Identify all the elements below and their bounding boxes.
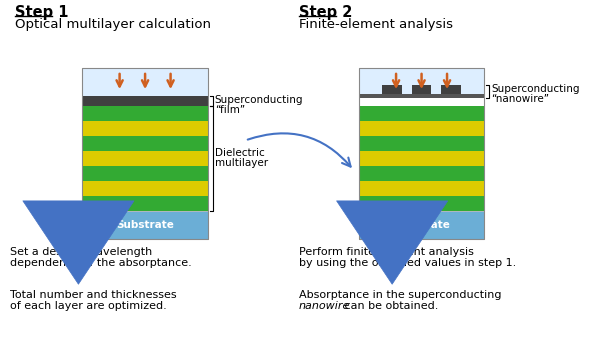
Bar — [359, 68, 484, 239]
Bar — [359, 166, 484, 181]
Text: Step 1: Step 1 — [15, 5, 68, 20]
Bar — [359, 106, 484, 121]
Text: Absorptance in the superconducting: Absorptance in the superconducting — [299, 290, 502, 300]
Bar — [82, 68, 208, 239]
Bar — [359, 121, 484, 136]
Text: nanowire: nanowire — [299, 301, 350, 311]
Text: Substrate: Substrate — [116, 220, 174, 230]
Text: by using the obtained values in step 1.: by using the obtained values in step 1. — [299, 258, 516, 268]
Bar — [359, 151, 484, 166]
Bar — [359, 181, 484, 196]
Bar — [359, 94, 484, 98]
Bar — [382, 85, 402, 98]
Bar — [359, 196, 484, 211]
Text: can be obtained.: can be obtained. — [341, 301, 439, 311]
Bar — [82, 96, 208, 106]
Bar — [412, 85, 431, 98]
Text: Substrate: Substrate — [392, 220, 451, 230]
Text: Superconducting: Superconducting — [491, 84, 580, 94]
Text: Dielectric: Dielectric — [215, 148, 265, 159]
Bar — [82, 106, 208, 121]
Text: “nanowire”: “nanowire” — [491, 94, 549, 104]
Bar — [82, 166, 208, 181]
Bar — [441, 85, 461, 98]
Bar — [359, 136, 484, 151]
Bar — [82, 68, 208, 96]
Text: Set a desired wavelength: Set a desired wavelength — [10, 247, 152, 257]
Text: Optical multilayer calculation: Optical multilayer calculation — [15, 18, 211, 31]
Text: Total number and thicknesses: Total number and thicknesses — [10, 290, 176, 300]
Text: “film”: “film” — [215, 105, 245, 115]
Text: multilayer: multilayer — [215, 159, 268, 169]
Text: Superconducting: Superconducting — [215, 95, 303, 105]
FancyArrowPatch shape — [248, 133, 350, 167]
Bar — [359, 68, 484, 96]
Text: Finite-element analysis: Finite-element analysis — [299, 18, 453, 31]
Bar — [82, 196, 208, 211]
Bar — [82, 121, 208, 136]
Text: of each layer are optimized.: of each layer are optimized. — [10, 301, 167, 311]
Bar — [359, 211, 484, 239]
Bar — [82, 181, 208, 196]
Bar — [82, 151, 208, 166]
Bar — [82, 211, 208, 239]
Text: Step 2: Step 2 — [299, 5, 352, 20]
Bar — [82, 136, 208, 151]
Text: dependence of the absorptance.: dependence of the absorptance. — [10, 258, 191, 268]
Text: Perform finite-element analysis: Perform finite-element analysis — [299, 247, 474, 257]
